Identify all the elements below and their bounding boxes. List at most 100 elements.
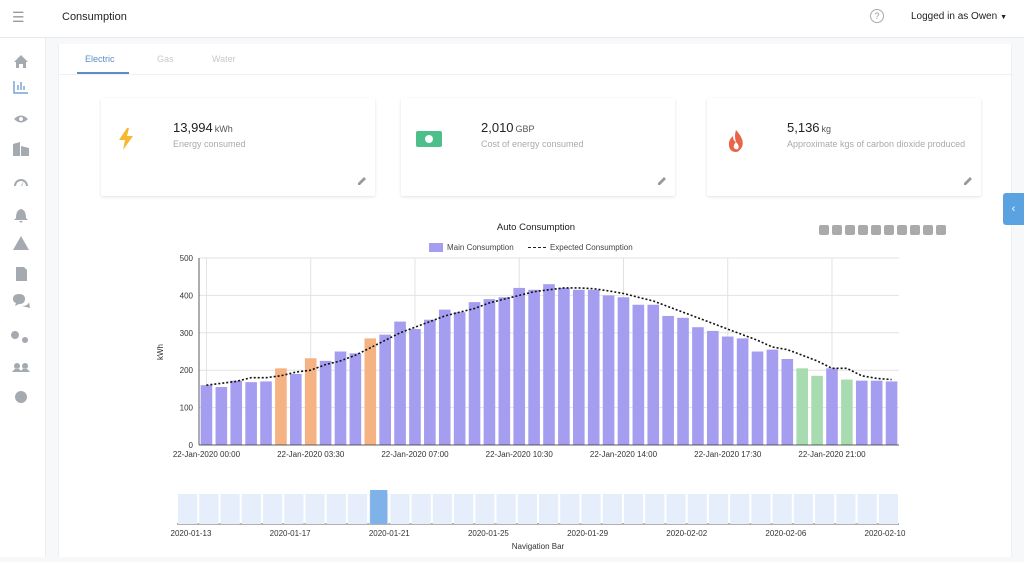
bar[interactable] [245,382,257,445]
pencil-icon[interactable] [657,176,667,186]
bar[interactable] [319,360,332,445]
bar[interactable] [692,327,704,445]
carbon-desc: Approximate kgs of carbon dioxide produc… [787,139,966,149]
nav-bar [623,494,644,524]
bar[interactable] [572,289,585,445]
bar[interactable] [826,368,838,445]
bar[interactable] [766,349,779,445]
bar[interactable] [841,379,853,445]
settings-icon[interactable] [11,331,29,343]
tab-gas[interactable]: Gas [157,54,174,64]
x-tick-label: 22-Jan-2020 07:00 [381,450,449,459]
eye-icon[interactable] [14,115,28,123]
help-icon[interactable] [15,391,28,404]
bar[interactable] [870,380,883,445]
line-chart-icon[interactable] [910,225,920,235]
bar[interactable] [751,351,764,446]
bar[interactable] [781,358,794,445]
warning-icon[interactable] [884,225,894,235]
users-icon[interactable] [12,363,30,372]
bar[interactable] [260,381,272,445]
nav-tick-label: 2020-02-10 [865,529,906,538]
bar[interactable] [855,380,868,445]
nav-tick-label: 2020-01-29 [567,529,608,538]
warning-icon[interactable] [13,236,29,250]
nav-tick-label: 2020-01-25 [468,529,509,538]
nav-bar [772,494,792,524]
zoom-icon[interactable] [923,225,933,235]
bar[interactable] [617,297,630,445]
document-icon[interactable] [16,267,27,281]
download-icon[interactable] [897,225,907,235]
settings-icon[interactable] [819,225,829,235]
bar[interactable] [334,351,347,446]
tab-water[interactable]: Water [212,54,236,64]
bar[interactable] [275,368,287,445]
tab-divider [59,74,1013,75]
bar[interactable] [811,375,823,445]
bar[interactable] [647,304,660,445]
share-icon[interactable] [845,225,855,235]
image-icon[interactable] [936,225,946,235]
x-tick-label: 22-Jan-2020 03:30 [277,450,345,459]
menu-icon[interactable]: ☰ [12,9,25,25]
bar[interactable] [364,338,377,445]
bar[interactable] [528,289,540,445]
nav-bar [496,494,516,524]
nav-bar [687,494,707,524]
bar[interactable] [558,287,570,445]
nav-bar [454,494,474,524]
bar[interactable] [632,304,645,445]
bar[interactable] [587,289,600,445]
bar[interactable] [736,338,749,445]
nav-bar [708,494,729,524]
legend-main[interactable]: Main Consumption [447,243,514,252]
bar[interactable] [796,368,808,445]
user-menu[interactable]: Logged in as Owen ▼ [911,11,1007,22]
bar[interactable] [885,381,898,445]
dashboard-icon[interactable] [14,179,28,186]
bar[interactable] [707,330,719,445]
bar[interactable] [483,299,496,445]
pencil-icon[interactable] [357,176,367,186]
home-icon[interactable] [14,55,28,68]
bell-icon[interactable] [14,209,28,223]
bar[interactable] [602,295,615,445]
chart-icon[interactable] [13,81,28,94]
nav-bar [560,494,580,524]
help-circle-icon[interactable]: ? [870,9,884,23]
bar[interactable] [379,334,391,445]
chat-icon[interactable] [13,294,30,308]
bar[interactable] [424,319,436,445]
rewind-icon[interactable] [832,225,842,235]
building-icon[interactable] [13,142,29,156]
legend-expected[interactable]: Expected Consumption [549,243,633,252]
bar[interactable] [543,284,555,445]
bar[interactable] [200,385,213,445]
bar[interactable] [513,287,526,445]
bar[interactable] [453,312,466,445]
expand-panel-button[interactable]: ‹ [1003,193,1024,225]
bar[interactable] [721,336,734,445]
bar[interactable] [290,373,302,445]
bar[interactable] [394,321,406,445]
bar[interactable] [230,380,243,445]
bar[interactable] [438,309,451,445]
cost-value: 2,010 GBP [481,120,535,135]
bar[interactable] [677,317,689,445]
bar[interactable] [215,387,228,445]
active-tab-indicator [77,72,129,74]
pencil-icon[interactable] [963,176,973,186]
globe-icon[interactable] [871,225,881,235]
bar[interactable] [468,302,481,445]
bar[interactable] [662,315,674,445]
stat-card-energy: 13,994 kWh Energy consumed [101,98,375,196]
target-icon[interactable] [858,225,868,235]
nav-selection-handle[interactable] [370,490,388,524]
bar[interactable] [498,297,511,445]
bar[interactable] [304,358,317,445]
bar[interactable] [409,329,421,445]
chart-toolbar [819,222,949,236]
tab-electric[interactable]: Electric [85,54,115,64]
bar[interactable] [349,353,362,445]
